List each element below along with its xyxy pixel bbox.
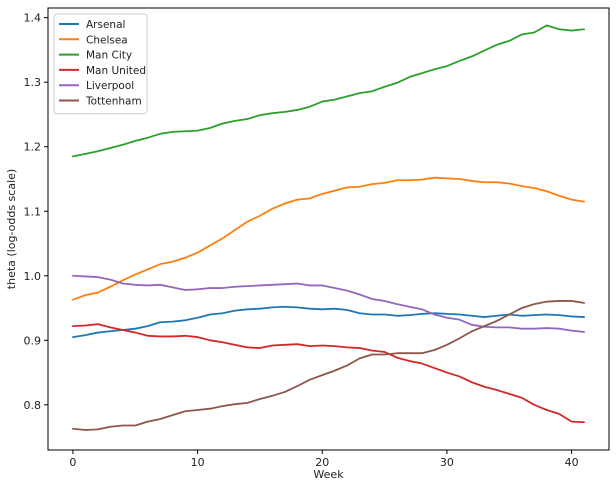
y-tick-label: 1.0 xyxy=(24,270,42,283)
x-tick-label: 40 xyxy=(565,456,579,469)
legend-label-tottenham: Tottenham xyxy=(85,96,142,108)
series-line-liverpool xyxy=(72,274,585,333)
series-line-chelsea xyxy=(72,176,585,301)
x-axis-ticks: 0 10 20 30 40 xyxy=(69,450,579,469)
y-tick-label: 0.9 xyxy=(24,334,42,347)
y-tick-label: 1.3 xyxy=(24,76,42,89)
y-tick-label: 1.2 xyxy=(24,141,42,154)
series-line-man-city xyxy=(72,24,585,158)
plot-frame xyxy=(47,7,610,451)
plot-area xyxy=(72,24,585,431)
y-axis-label: theta (log-odds scale) xyxy=(5,169,18,289)
series-line-tottenham xyxy=(72,300,585,431)
x-tick-label: 0 xyxy=(69,456,76,469)
legend-label-man-city: Man City xyxy=(86,50,132,62)
y-tick-label: 1.4 xyxy=(24,12,42,25)
legend-label-man-united: Man United xyxy=(86,65,146,77)
x-axis-label: Week xyxy=(313,468,344,481)
x-tick-label: 20 xyxy=(315,456,329,469)
legend-label-liverpool: Liverpool xyxy=(86,80,134,92)
legend-label-arsenal: Arsenal xyxy=(86,19,125,31)
y-axis-ticks: 0.8 0.9 1.0 1.1 1.2 1.3 1.4 xyxy=(24,12,48,412)
y-tick-label: 1.1 xyxy=(24,205,42,218)
x-tick-label: 10 xyxy=(191,456,205,469)
y-tick-label: 0.8 xyxy=(24,399,42,412)
series-line-man-united xyxy=(72,323,585,424)
legend: Arsenal Chelsea Man City Man United Liverpoo… xyxy=(53,13,148,115)
x-tick-label: 30 xyxy=(440,456,454,469)
series-line-arsenal xyxy=(72,305,585,338)
legend-label-chelsea: Chelsea xyxy=(86,34,128,46)
